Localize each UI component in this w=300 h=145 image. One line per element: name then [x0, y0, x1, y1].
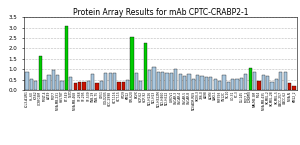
Bar	[69, 77, 73, 90]
Title: Protein Array Results for mAb CPTC-CRABP2-1: Protein Array Results for mAb CPTC-CRABP…	[73, 8, 248, 17]
Bar	[87, 81, 90, 90]
Bar	[222, 75, 226, 90]
Bar	[266, 76, 269, 90]
Bar	[192, 78, 195, 90]
Bar	[248, 68, 252, 90]
Bar	[117, 82, 121, 90]
Bar	[104, 73, 107, 90]
Bar	[74, 83, 77, 90]
Bar	[244, 74, 248, 90]
Bar	[253, 72, 256, 90]
Bar	[262, 75, 265, 90]
Bar	[109, 73, 112, 90]
Bar	[143, 43, 147, 90]
Bar	[275, 79, 278, 90]
Bar	[130, 37, 134, 90]
Bar	[284, 72, 287, 90]
Bar	[65, 26, 68, 90]
Bar	[126, 80, 129, 90]
Bar	[135, 73, 138, 90]
Bar	[91, 74, 94, 90]
Bar	[231, 78, 234, 90]
Bar	[38, 56, 42, 90]
Bar	[82, 82, 85, 90]
Bar	[60, 81, 64, 90]
Bar	[100, 81, 103, 90]
Bar	[47, 75, 51, 90]
Bar	[257, 81, 261, 90]
Bar	[292, 86, 296, 90]
Bar	[174, 69, 178, 90]
Bar	[52, 70, 55, 90]
Bar	[288, 83, 291, 90]
Bar	[170, 73, 173, 90]
Bar	[240, 78, 243, 90]
Bar	[196, 75, 199, 90]
Bar	[165, 73, 169, 90]
Bar	[205, 77, 208, 90]
Bar	[56, 75, 59, 90]
Bar	[187, 74, 190, 90]
Bar	[95, 83, 99, 90]
Bar	[43, 80, 46, 90]
Bar	[227, 82, 230, 90]
Bar	[30, 78, 33, 90]
Bar	[270, 82, 274, 90]
Bar	[279, 72, 283, 90]
Bar	[218, 81, 221, 90]
Bar	[34, 81, 38, 90]
Bar	[148, 70, 151, 90]
Bar	[157, 72, 160, 90]
Bar	[183, 76, 186, 90]
Bar	[236, 79, 239, 90]
Bar	[161, 72, 164, 90]
Bar	[178, 74, 182, 90]
Bar	[214, 78, 217, 90]
Bar	[200, 76, 204, 90]
Bar	[78, 82, 81, 90]
Bar	[209, 77, 212, 90]
Bar	[152, 67, 156, 90]
Bar	[26, 72, 29, 90]
Bar	[139, 81, 142, 90]
Bar	[122, 82, 125, 90]
Bar	[113, 73, 116, 90]
